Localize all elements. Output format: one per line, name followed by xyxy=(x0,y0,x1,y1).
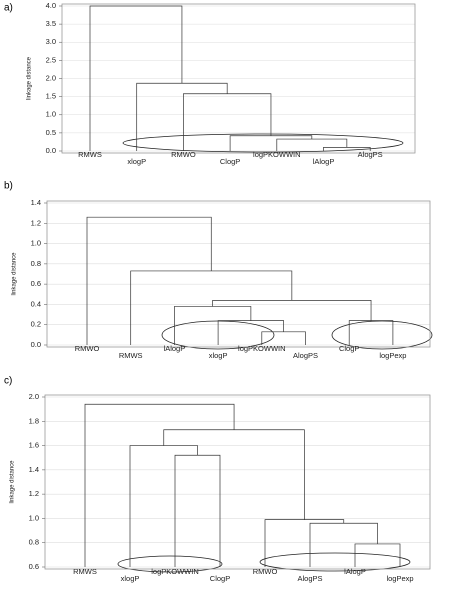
leaf-label: RMWS xyxy=(78,150,102,159)
leaf-label: logPKOWWIN xyxy=(151,567,199,576)
y-tick-label: 1.6 xyxy=(29,441,39,450)
leaf-label: xlogP xyxy=(127,157,146,166)
leaf-label: RMWO xyxy=(253,567,278,576)
y-tick-label: 3.0 xyxy=(46,37,56,46)
linkage xyxy=(163,429,305,520)
y-tick-label: 0.0 xyxy=(31,340,41,349)
linkage xyxy=(212,300,372,321)
panel-label: a) xyxy=(4,3,13,14)
leaf-label: lAlogP xyxy=(164,344,186,353)
y-tick-label: 1.2 xyxy=(29,489,39,498)
y-tick-label: 1.0 xyxy=(46,110,56,119)
y-axis-label: linkage distance xyxy=(12,252,18,296)
y-tick-label: 0.2 xyxy=(31,320,41,329)
cluster-ellipse xyxy=(117,555,223,573)
leaf-label: ClogP xyxy=(339,344,359,353)
y-tick-label: 1.4 xyxy=(29,465,39,474)
leaf-label: RMWS xyxy=(73,567,97,576)
linkage xyxy=(309,522,378,567)
linkage xyxy=(89,5,183,151)
leaf-label: logPKOWWIN xyxy=(253,150,301,159)
linkage xyxy=(183,93,272,151)
y-axis-label: linkage distance xyxy=(10,460,16,504)
panel-label: c) xyxy=(4,376,12,387)
linkage xyxy=(229,135,313,151)
linkage xyxy=(130,270,293,345)
leaf-label: lAlogP xyxy=(313,157,335,166)
y-tick-label: 2.0 xyxy=(29,392,39,401)
cluster-ellipse xyxy=(259,552,411,572)
plot-frame xyxy=(44,394,431,570)
linkage xyxy=(276,138,348,151)
y-tick-label: 1.8 xyxy=(29,416,39,425)
plot-frame xyxy=(46,200,431,348)
linkage xyxy=(174,306,252,345)
leaf-label: logPexp xyxy=(379,351,406,360)
panel-label: b) xyxy=(4,181,13,192)
leaf-label: ClogP xyxy=(220,157,240,166)
y-tick-label: 1.0 xyxy=(31,239,41,248)
y-tick-label: 0.6 xyxy=(31,279,41,288)
linkage xyxy=(129,445,198,567)
leaf-label: xlogP xyxy=(209,351,228,360)
cluster-ellipse xyxy=(122,133,404,153)
y-axis-label: linkage distance xyxy=(27,56,33,100)
y-tick-label: 0.4 xyxy=(31,299,41,308)
y-tick-label: 0.8 xyxy=(29,538,39,547)
y-tick-label: 1.0 xyxy=(29,513,39,522)
y-tick-label: 1.4 xyxy=(31,198,41,207)
leaf-label: logPKOWWIN xyxy=(238,344,286,353)
leaf-label: ClogP xyxy=(210,574,230,583)
leaf-label: AlogPS xyxy=(293,351,318,360)
linkage xyxy=(84,403,235,567)
leaf-label: AlogPS xyxy=(297,574,322,583)
leaf-label: RMWO xyxy=(75,344,100,353)
y-tick-label: 1.5 xyxy=(46,92,56,101)
y-tick-label: 0.6 xyxy=(29,562,39,571)
leaf-label: xlogP xyxy=(121,574,140,583)
linkage xyxy=(348,320,394,345)
linkage xyxy=(264,519,345,567)
y-tick-label: 3.5 xyxy=(46,19,56,28)
linkage xyxy=(354,543,401,567)
linkage xyxy=(86,216,212,345)
leaf-label: logPexp xyxy=(386,574,413,583)
y-tick-label: 0.5 xyxy=(46,128,56,137)
leaf-label: RMWS xyxy=(119,351,143,360)
leaf-label: lAlogP xyxy=(344,567,366,576)
leaf-label: RMWO xyxy=(171,150,196,159)
leaf-label: AlogPS xyxy=(358,150,383,159)
y-tick-label: 0.0 xyxy=(46,146,56,155)
y-tick-label: 2.0 xyxy=(46,73,56,82)
y-tick-label: 2.5 xyxy=(46,55,56,64)
y-tick-label: 0.8 xyxy=(31,259,41,268)
y-tick-label: 1.2 xyxy=(31,218,41,227)
linkage xyxy=(174,454,221,567)
y-tick-label: 4.0 xyxy=(46,1,56,10)
